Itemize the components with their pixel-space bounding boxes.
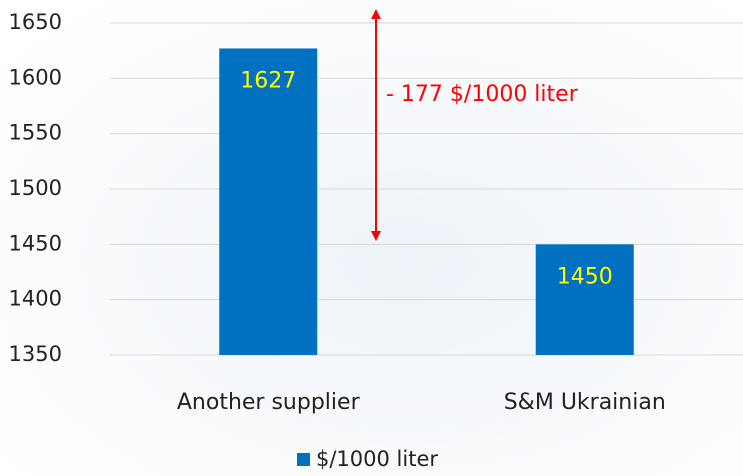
bar: [219, 48, 318, 355]
y-tick-label: 1400: [9, 287, 62, 311]
legend-swatch: [297, 453, 310, 466]
bar: [535, 244, 634, 355]
x-tick-label: S&M Ukrainian: [504, 390, 666, 415]
annotation: - 177 $/1000 liter: [386, 82, 579, 107]
value-label: 1627: [240, 68, 296, 93]
legend-label: $/1000 liter: [316, 447, 438, 471]
x-tick-label: Another supplier: [177, 390, 361, 415]
y-tick-label: 1350: [9, 342, 62, 366]
y-tick-label: 1550: [9, 121, 62, 145]
y-tick-label: 1600: [9, 65, 62, 89]
y-tick-label: 1650: [9, 10, 62, 34]
y-tick-label: 1450: [9, 231, 62, 255]
value-label: 1450: [557, 264, 613, 289]
y-tick-label: 1500: [9, 176, 62, 200]
